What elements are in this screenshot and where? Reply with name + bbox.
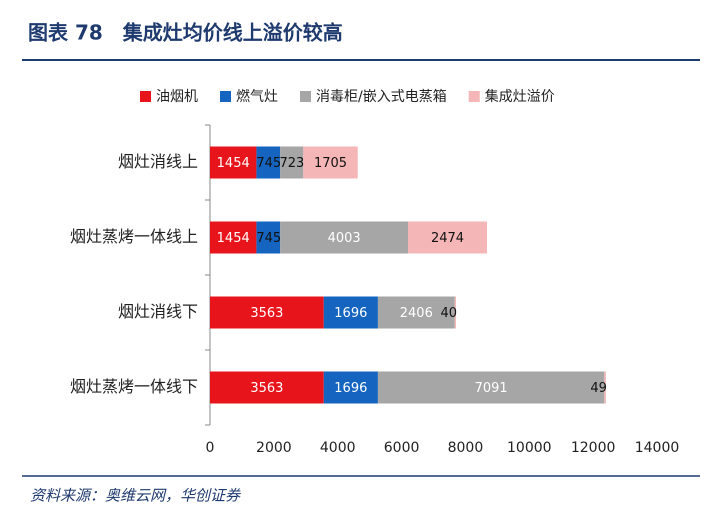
y-tick-label: 烟灶蒸烤一体线上 bbox=[70, 227, 198, 246]
x-tick-label: 12000 bbox=[571, 440, 616, 456]
legend-label: 油烟机 bbox=[156, 89, 198, 105]
bar-segment bbox=[408, 221, 488, 254]
data-label: 3563 bbox=[250, 381, 283, 396]
bar-segment bbox=[303, 146, 358, 179]
y-tick-label: 烟灶消线上 bbox=[118, 152, 198, 171]
legend-swatch bbox=[468, 91, 480, 102]
x-tick-label: 8000 bbox=[448, 440, 484, 456]
bar-segment bbox=[210, 296, 324, 329]
bar-segment bbox=[454, 296, 457, 329]
data-label: 1705 bbox=[314, 156, 347, 171]
y-tick-label: 烟灶消线下 bbox=[118, 302, 198, 321]
data-label: 1696 bbox=[334, 306, 367, 321]
bar-segment bbox=[323, 296, 378, 329]
data-label: 2406 bbox=[400, 306, 433, 321]
data-label: 3563 bbox=[250, 306, 283, 321]
source: 资料来源：奥维云网，华创证券 bbox=[30, 487, 241, 505]
data-label: 745 bbox=[256, 231, 281, 246]
data-label: 7091 bbox=[475, 381, 508, 396]
bar-segment bbox=[210, 221, 257, 254]
bar-segment bbox=[210, 371, 324, 404]
data-label: 1696 bbox=[334, 381, 367, 396]
legend-swatch bbox=[140, 91, 151, 102]
legend-swatch bbox=[220, 91, 231, 102]
bar-segment bbox=[377, 296, 455, 329]
x-tick-label: 14000 bbox=[635, 440, 680, 456]
legend-swatch bbox=[300, 91, 311, 102]
bar-segment bbox=[280, 146, 304, 179]
data-label: 723 bbox=[279, 156, 304, 171]
x-tick-label: 2000 bbox=[256, 440, 292, 456]
x-tick-label: 6000 bbox=[384, 440, 420, 456]
bar-segment bbox=[280, 221, 409, 254]
data-label: 40 bbox=[440, 306, 457, 321]
bar-segment bbox=[256, 221, 281, 254]
x-tick-label: 4000 bbox=[320, 440, 356, 456]
x-tick-label: 10000 bbox=[507, 440, 552, 456]
data-label: 49 bbox=[590, 381, 607, 396]
y-tick-label: 烟灶蒸烤一体线下 bbox=[70, 377, 198, 396]
bar-segment bbox=[210, 146, 257, 179]
data-label: 2474 bbox=[431, 231, 464, 246]
x-tick-label: 0 bbox=[206, 440, 215, 456]
legend-label: 燃气灶 bbox=[236, 88, 278, 105]
legend-label: 消毒柜/嵌入式电蒸箱 bbox=[316, 89, 447, 105]
data-label: 1454 bbox=[217, 231, 250, 246]
legend-label: 集成灶溢价 bbox=[485, 88, 555, 105]
data-label: 745 bbox=[256, 156, 281, 171]
bar-segment bbox=[604, 371, 606, 404]
bar-segment bbox=[323, 371, 378, 404]
data-label: 4003 bbox=[328, 231, 361, 246]
data-label: 1454 bbox=[217, 156, 250, 171]
bar-segment bbox=[256, 146, 281, 179]
bar-segment bbox=[377, 371, 605, 404]
chart-title: 图表 78 集成灶均价线上溢价较高 bbox=[28, 21, 343, 45]
